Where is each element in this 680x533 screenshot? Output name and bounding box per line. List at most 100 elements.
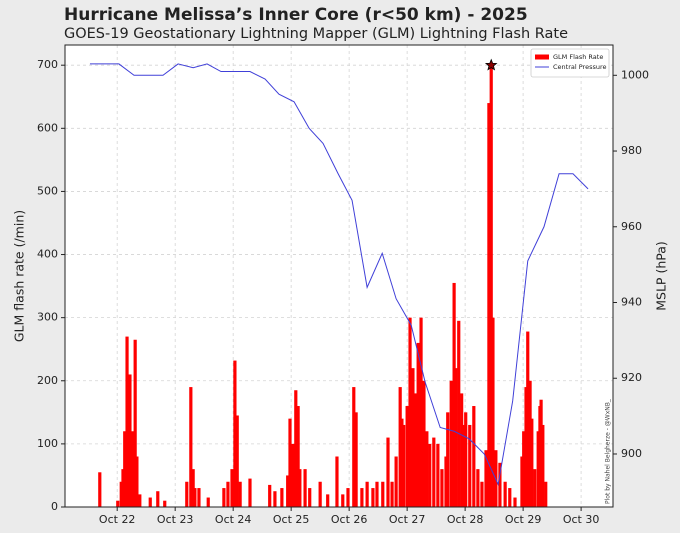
flash-bar xyxy=(544,481,548,507)
flash-bar xyxy=(528,380,532,507)
flash-bar xyxy=(185,481,189,507)
peak-star xyxy=(484,58,498,71)
flash-bar xyxy=(402,424,406,507)
flash-bar xyxy=(460,393,464,507)
y-axis-label: GLM flash rate (/min) xyxy=(12,210,27,342)
flash-bar xyxy=(354,412,358,507)
flash-bar xyxy=(296,406,300,507)
flash-bar xyxy=(400,418,404,507)
flash-bar xyxy=(291,443,295,507)
flash-bar xyxy=(419,317,423,507)
flash-bar xyxy=(472,406,476,507)
flash-bar xyxy=(386,437,390,507)
x-tick-label: Oct 27 xyxy=(389,513,426,526)
x-tick-label: Oct 25 xyxy=(273,513,310,526)
flash-bar xyxy=(131,431,135,507)
marks xyxy=(89,58,589,508)
flash-bar xyxy=(326,494,330,507)
flash-bar xyxy=(233,360,237,507)
flash-bar xyxy=(303,469,307,507)
flash-bar xyxy=(468,424,472,507)
flash-bar xyxy=(524,387,528,507)
flash-bar xyxy=(498,462,502,507)
plot-area xyxy=(65,45,613,507)
flash-bar xyxy=(248,478,252,507)
flash-bar xyxy=(128,374,132,507)
flash-bar xyxy=(352,387,356,507)
flash-bar xyxy=(425,431,429,507)
flash-bar xyxy=(422,380,426,507)
flash-bar xyxy=(476,469,480,507)
flash-bar xyxy=(189,387,193,507)
y-tick-label: 0 xyxy=(51,500,58,513)
x-tick-label: Oct 26 xyxy=(331,513,368,526)
y2-tick-label: 920 xyxy=(621,371,642,384)
flash-bar xyxy=(335,456,339,507)
flash-bar xyxy=(121,469,125,507)
flash-bar xyxy=(416,342,420,507)
y-tick-label: 200 xyxy=(37,374,58,387)
flash-bar xyxy=(238,481,242,507)
flash-bar xyxy=(123,431,127,507)
flash-bar xyxy=(148,497,152,507)
flash-bar xyxy=(462,424,466,507)
flash-bar xyxy=(449,380,453,507)
x-tick-label: Oct 24 xyxy=(215,513,252,526)
flash-bar xyxy=(298,469,302,507)
flash-bar xyxy=(436,443,440,507)
y2-tick-label: 900 xyxy=(621,447,642,460)
flash-bar xyxy=(119,481,123,507)
flash-bar xyxy=(346,488,350,507)
flash-bar xyxy=(491,317,495,507)
flash-bar xyxy=(541,424,545,507)
flash-bar xyxy=(273,491,277,507)
flash-bar xyxy=(414,393,418,507)
flash-bar xyxy=(288,418,292,507)
flash-bar xyxy=(230,469,234,507)
credit: Plot by Nahel Belgherze - @WxNB_ xyxy=(605,398,612,504)
legend-box xyxy=(530,48,610,78)
flash-bar xyxy=(480,481,484,507)
flash-bar xyxy=(508,488,512,507)
y-tick-label: 500 xyxy=(37,184,58,197)
flash-bar xyxy=(457,320,461,507)
y2-tick-label: 940 xyxy=(621,296,642,309)
x-tick-label: Oct 23 xyxy=(157,513,194,526)
flash-bar xyxy=(428,443,432,507)
flash-bar xyxy=(98,472,102,507)
flash-bar xyxy=(533,469,537,507)
flash-bar xyxy=(156,491,160,507)
flash-bar xyxy=(484,450,488,507)
chart-title: Hurricane Melissa’s Inner Core (r<50 km)… xyxy=(64,5,528,25)
y-tick-label: 400 xyxy=(37,248,58,261)
y2-tick-label: 1000 xyxy=(621,68,649,81)
y2-axis-label: MSLP (hPa) xyxy=(654,241,669,311)
flash-bar xyxy=(193,488,197,507)
flash-bar xyxy=(341,494,345,507)
flash-bar xyxy=(487,103,491,507)
flash-bar xyxy=(526,331,530,507)
x-tick-label: Oct 29 xyxy=(505,513,542,526)
y2-tick-label: 960 xyxy=(621,220,642,233)
flash-bar xyxy=(286,475,290,507)
flash-bar xyxy=(135,456,139,507)
flash-bar xyxy=(235,415,239,507)
y-tick-label: 600 xyxy=(37,121,58,134)
flash-bar xyxy=(371,488,375,507)
flash-bar xyxy=(268,484,272,507)
flash-bar xyxy=(432,437,436,507)
flash-bar xyxy=(390,481,394,507)
flash-bar xyxy=(452,282,456,507)
flash-bar xyxy=(163,500,167,507)
flash-bar xyxy=(375,481,379,507)
flash-bar xyxy=(539,399,543,507)
plot-frame xyxy=(64,44,614,508)
flash-bar xyxy=(464,412,468,507)
axes: Oct 22 Oct 23 Oct 24 Oct 25 Oct 26 Oct 27 Oct … xyxy=(37,58,649,526)
flash-bar xyxy=(405,406,409,507)
y-tick-label: 100 xyxy=(37,437,58,450)
flash-bar xyxy=(381,481,385,507)
flash-bar xyxy=(206,497,210,507)
x-tick-label: Oct 22 xyxy=(99,513,136,526)
